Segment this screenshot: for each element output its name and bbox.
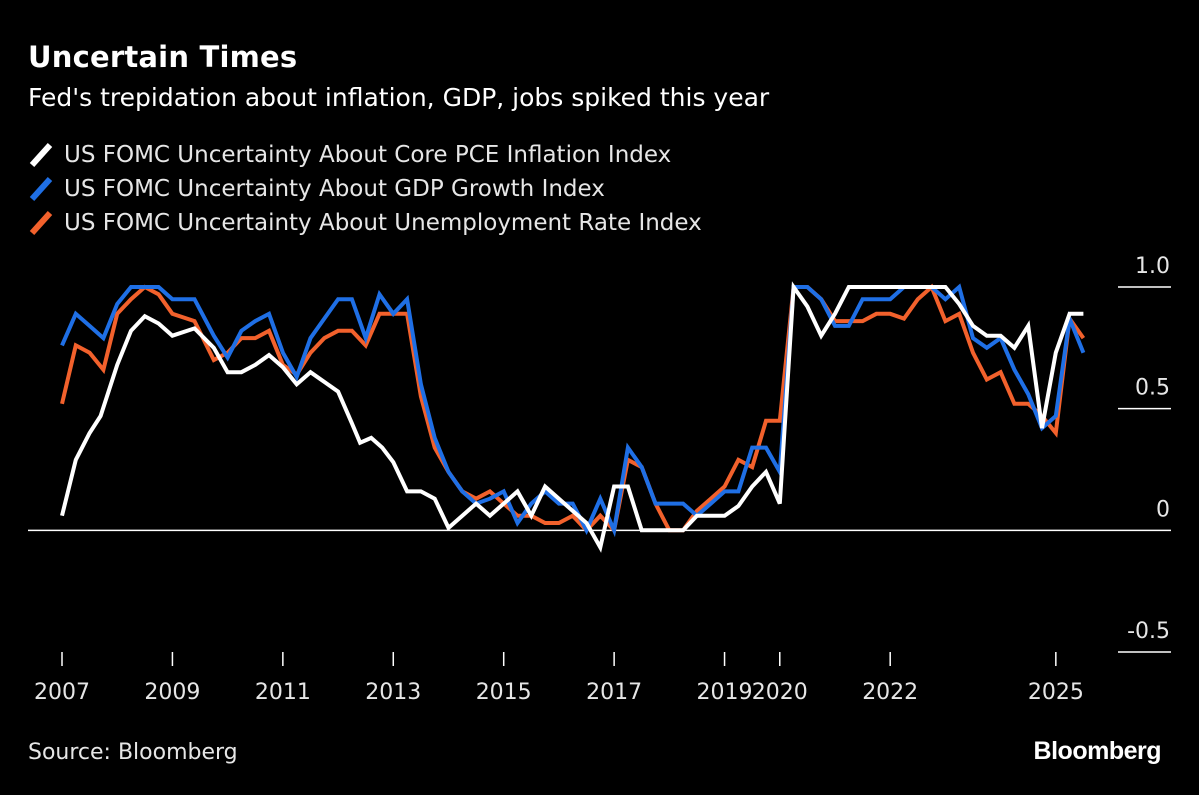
chart-title: Uncertain Times xyxy=(28,40,298,74)
x-tick-label: 2025 xyxy=(1028,680,1084,705)
legend-item-inflation: US FOMC Uncertainty About Core PCE Infla… xyxy=(28,138,702,172)
y-tick-label: 0.5 xyxy=(1135,376,1170,401)
series-line-unemployment xyxy=(60,283,1086,535)
y-tick-label: -0.5 xyxy=(1127,619,1170,644)
y-tick-label: 0 xyxy=(1156,497,1170,522)
series-line-inflation xyxy=(60,281,1084,553)
x-tick-label: 2017 xyxy=(586,680,642,705)
x-tick-label: 2007 xyxy=(34,680,90,705)
y-tick-label: 1.0 xyxy=(1135,254,1170,279)
x-tick-label: 2013 xyxy=(365,680,421,705)
x-tick-label: 2019 xyxy=(697,680,753,705)
series-line-gdp xyxy=(60,283,1086,538)
x-tick-label: 2022 xyxy=(862,680,918,705)
source-note: Source: Bloomberg xyxy=(28,740,238,765)
legend-swatch-unemployment xyxy=(29,210,53,236)
bloomberg-logo: Bloomberg xyxy=(1033,737,1162,765)
x-tick-label: 2015 xyxy=(476,680,532,705)
legend-swatch-inflation xyxy=(29,142,53,168)
x-tick-label: 2011 xyxy=(255,680,311,705)
legend: US FOMC Uncertainty About Core PCE Infla… xyxy=(28,138,702,240)
legend-label-inflation: US FOMC Uncertainty About Core PCE Infla… xyxy=(64,142,672,168)
legend-label-unemployment: US FOMC Uncertainty About Unemployment R… xyxy=(64,210,702,236)
legend-item-unemployment: US FOMC Uncertainty About Unemployment R… xyxy=(28,206,702,240)
legend-item-gdp: US FOMC Uncertainty About GDP Growth Ind… xyxy=(28,172,702,206)
chart-subtitle: Fed's trepidation about inflation, GDP, … xyxy=(28,83,770,112)
legend-label-gdp: US FOMC Uncertainty About GDP Growth Ind… xyxy=(64,176,605,202)
x-tick-label: 2020 xyxy=(752,680,808,705)
x-tick-label: 2009 xyxy=(144,680,200,705)
legend-swatch-gdp xyxy=(29,176,53,202)
